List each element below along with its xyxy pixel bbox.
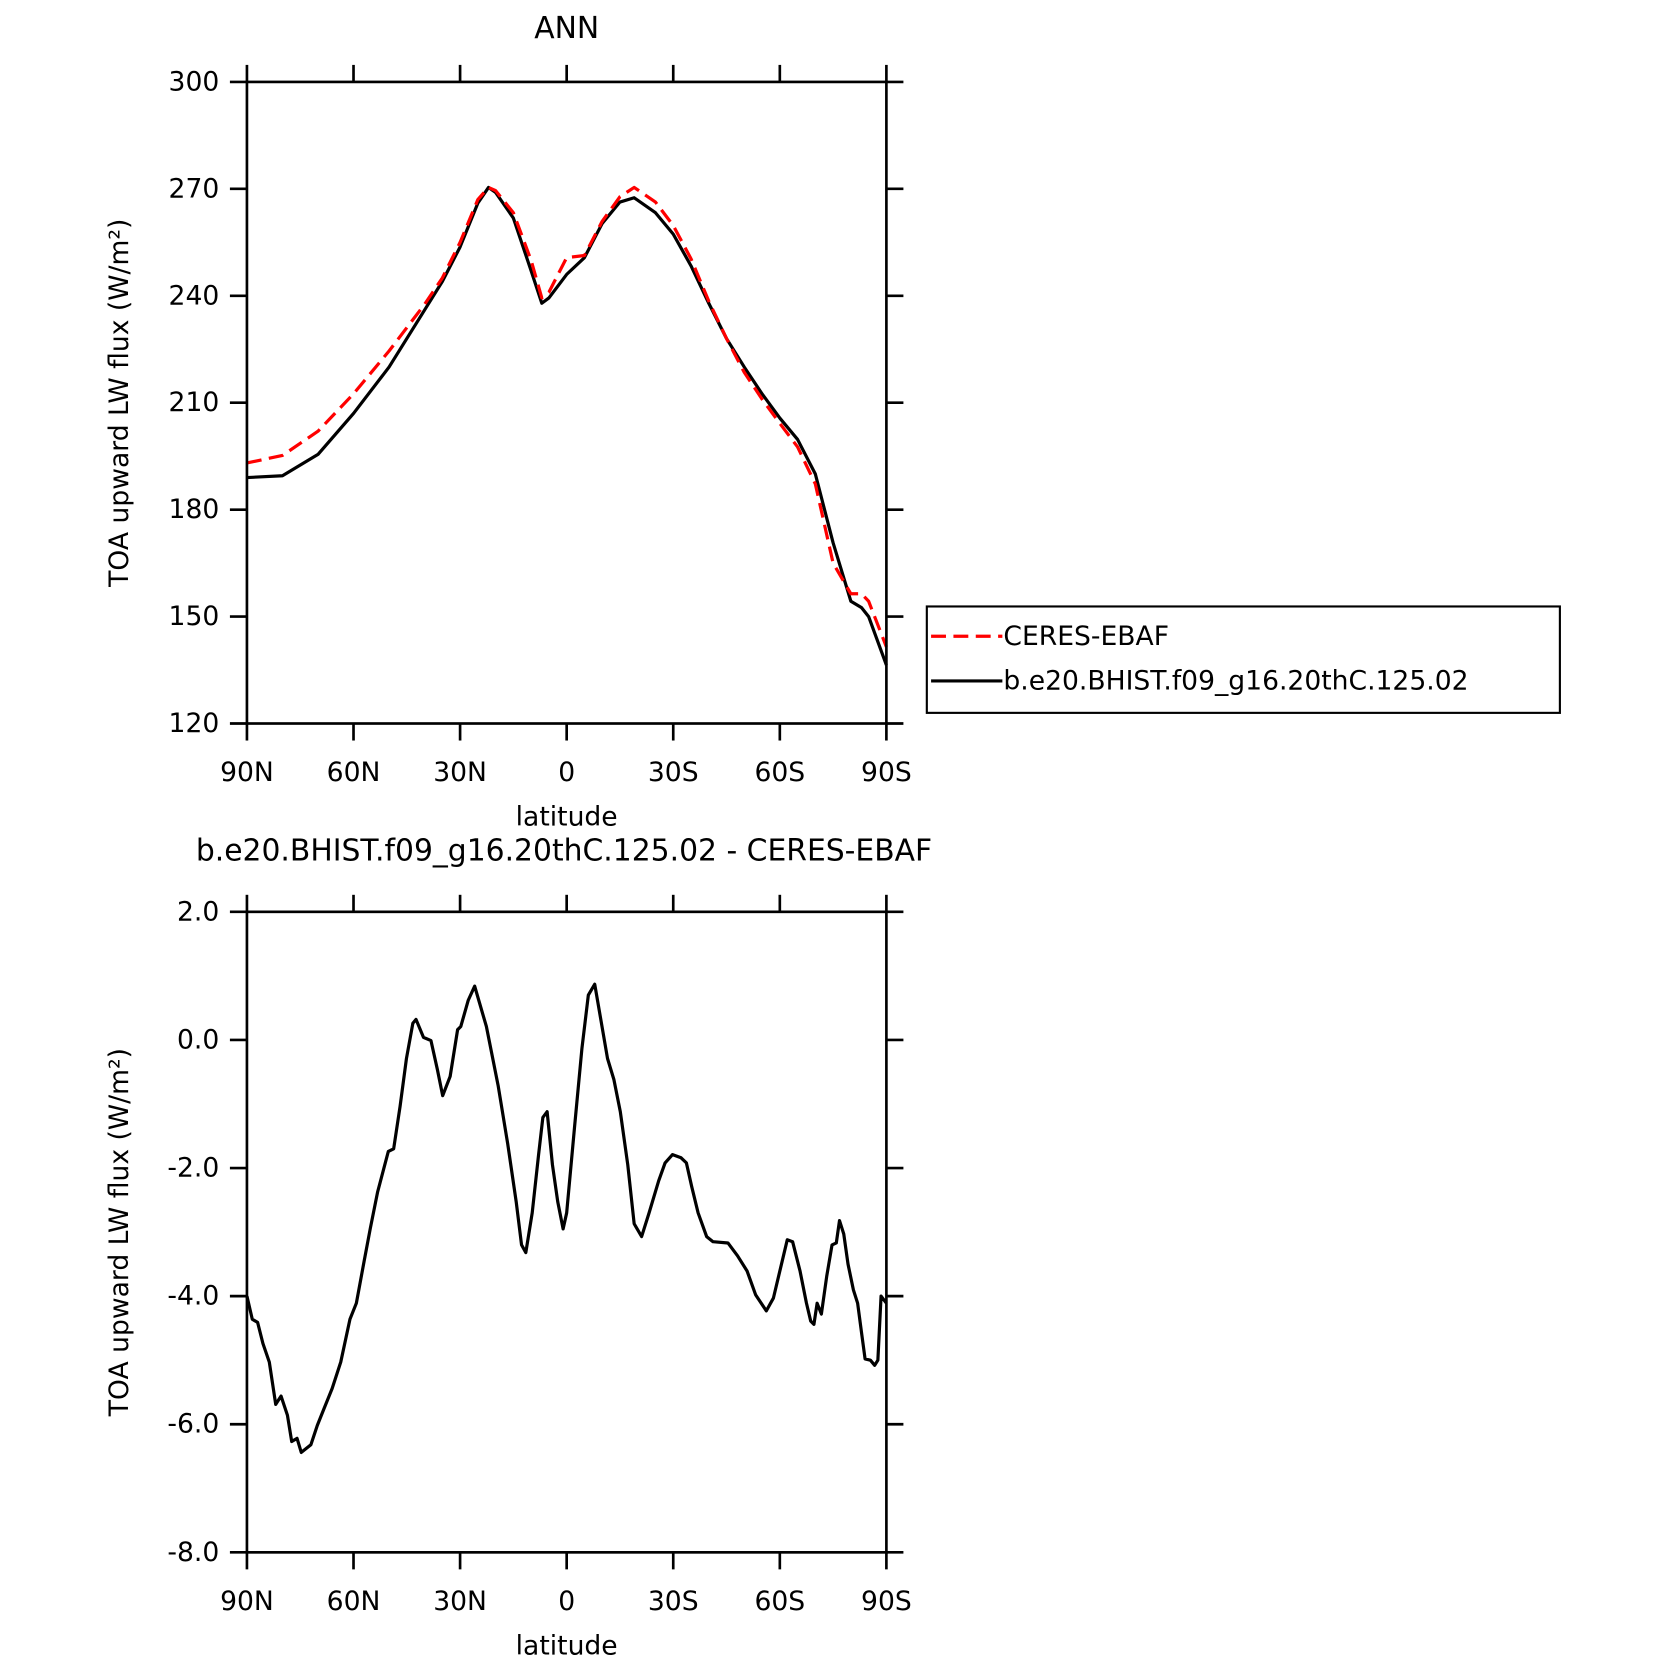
y-axis-label: TOA upward LW flux (W/m²)	[104, 219, 135, 588]
x-tick-label: 60S	[754, 757, 805, 788]
y-tick-label: -2.0	[167, 1153, 219, 1184]
plot-frame	[245, 910, 888, 1554]
chart-title: ANN	[534, 11, 599, 46]
y-axis-label: TOA upward LW flux (W/m²)	[104, 1048, 135, 1417]
legend-label: b.e20.BHIST.f09_g16.20thC.125.02	[1003, 665, 1468, 696]
y-tick-label: -4.0	[167, 1281, 219, 1312]
x-tick-label: 60S	[754, 1586, 805, 1617]
x-tick-label: 0	[558, 1586, 575, 1617]
y-tick-label: 120	[169, 708, 220, 739]
data-line	[246, 185, 888, 666]
data-line	[245, 982, 888, 1455]
x-tick-label: 90S	[861, 757, 912, 788]
x-tick-label: 30S	[648, 1586, 699, 1617]
x-tick-label: 30N	[433, 1586, 487, 1617]
x-tick-label: 90N	[220, 757, 274, 788]
x-tick-label: 90N	[220, 1586, 274, 1617]
x-tick-label: 60N	[327, 757, 381, 788]
data-line	[246, 185, 888, 648]
y-tick-label: 180	[169, 494, 220, 525]
x-axis-label: latitude	[516, 802, 618, 833]
plot-frame	[245, 80, 888, 725]
x-axis-label: latitude	[516, 1630, 618, 1661]
x-tick-label: 0	[558, 757, 575, 788]
y-tick-label: 150	[169, 601, 220, 632]
y-tick-label: 300	[169, 66, 220, 97]
y-tick-label: 2.0	[177, 896, 219, 927]
legend-box	[925, 605, 1561, 714]
y-tick-label: 240	[169, 280, 220, 311]
y-tick-label: -6.0	[167, 1409, 219, 1440]
y-tick-label: 0.0	[177, 1024, 219, 1055]
y-tick-label: -8.0	[167, 1537, 219, 1568]
y-tick-label: 270	[169, 173, 220, 204]
x-tick-label: 30S	[648, 757, 699, 788]
y-tick-label: 210	[169, 387, 220, 418]
legend-label: CERES-EBAF	[1003, 621, 1169, 652]
chart-title: b.e20.BHIST.f09_g16.20thC.125.02 - CERES…	[196, 834, 932, 869]
x-tick-label: 60N	[327, 1586, 381, 1617]
x-tick-label: 30N	[433, 757, 487, 788]
x-tick-label: 90S	[861, 1586, 912, 1617]
